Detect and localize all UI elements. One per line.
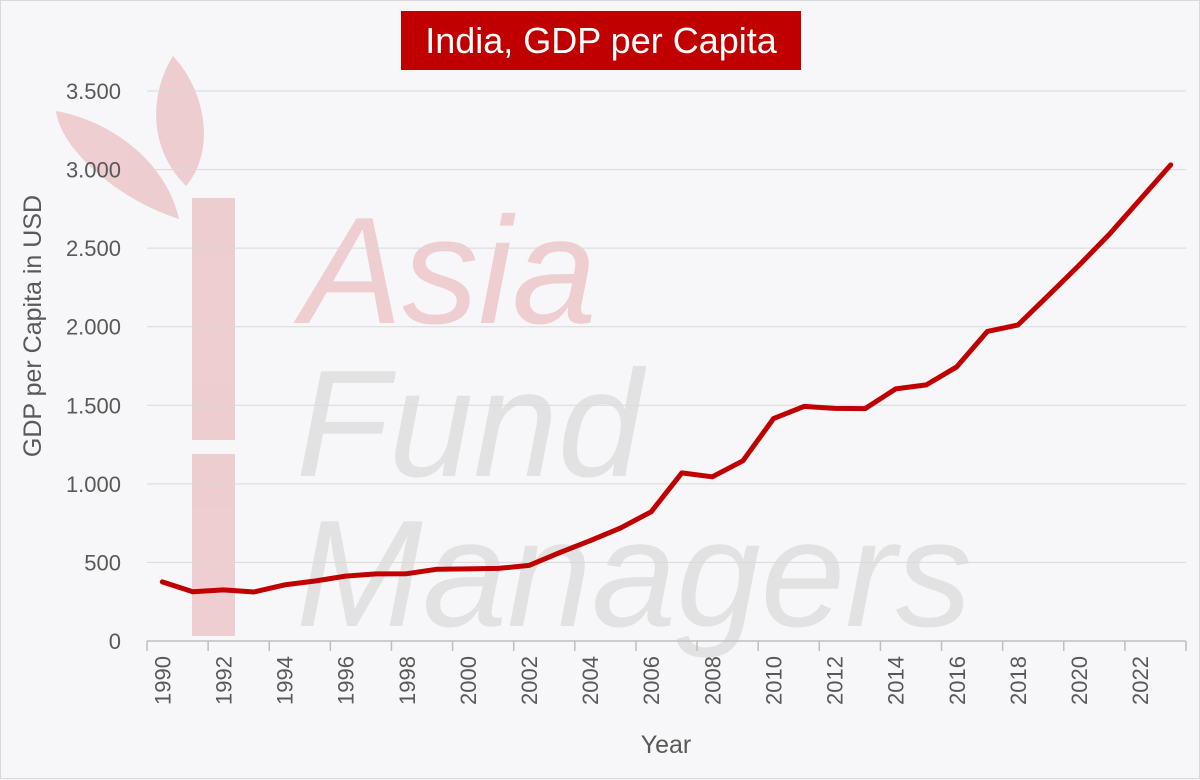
x-tick-label: 2010 [761,656,786,705]
x-tick-label: 1992 [211,656,236,705]
x-axis-title: Year [641,731,692,759]
y-tick-labels: 0 500 1.000 1.500 2.000 2.500 3.000 3.500 [66,79,121,654]
x-tick-label: 2016 [945,656,970,705]
y-tick-label: 3.500 [66,79,121,104]
x-tick-label: 1998 [395,656,420,705]
x-tick-label: 2008 [700,656,725,705]
x-tick-labels: 1990 1992 1994 1996 1998 2000 2002 2004 2006 2008… [150,656,1153,705]
y-tick-label: 2.500 [66,236,121,261]
y-tick-label: 3.000 [66,158,121,183]
x-tick-label: 2012 [823,656,848,705]
x-tick-label: 1996 [334,656,359,705]
bamboo-logo-icon [56,56,235,636]
x-tick-label: 1990 [150,656,175,705]
x-tick-label: 2000 [456,656,481,705]
y-tick-label: 500 [84,550,121,575]
x-tick-label: 2020 [1067,656,1092,705]
x-tick-label: 2004 [578,656,603,705]
y-axis-title: GDP per Capita in USD [19,195,47,457]
x-tick-label: 2006 [639,656,664,705]
watermark-line-1: Asia [293,186,597,356]
y-tick-label: 1.500 [66,393,121,418]
x-tick-label: 2022 [1128,656,1153,705]
y-tick-label: 1.000 [66,472,121,497]
x-tick-label: 2014 [884,656,909,705]
y-tick-label: 0 [109,629,121,654]
x-tick-label: 2018 [1006,656,1031,705]
x-tick-label: 1994 [273,656,298,705]
y-tick-label: 2.000 [66,315,121,340]
x-tick-label: 2002 [517,656,542,705]
